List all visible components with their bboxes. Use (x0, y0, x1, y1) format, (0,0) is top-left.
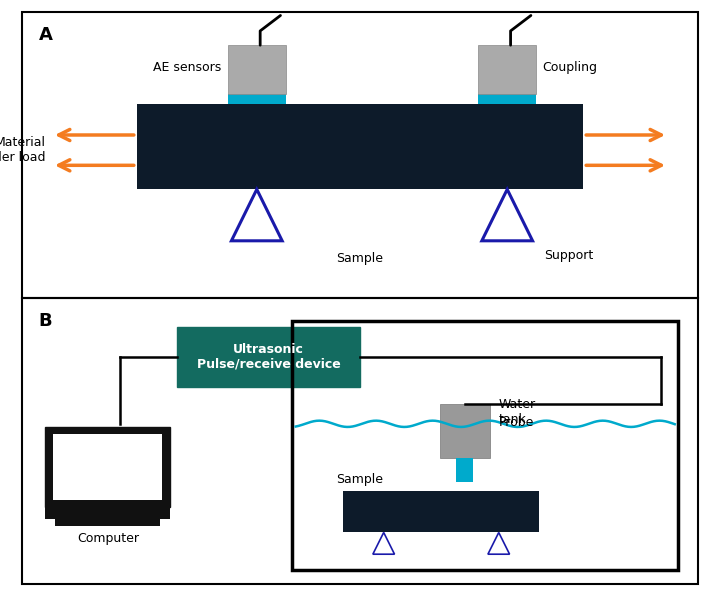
Text: AE sensors: AE sensors (153, 61, 221, 73)
Text: Ultrasonic
Pulse/receive device: Ultrasonic Pulse/receive device (197, 343, 341, 371)
Bar (53, 433, 163, 500)
Polygon shape (373, 533, 395, 554)
Bar (137, 104, 583, 189)
Polygon shape (482, 189, 533, 241)
Bar (478, 94, 536, 104)
Bar (456, 458, 473, 482)
Bar (45, 507, 171, 520)
Bar (343, 491, 539, 533)
Bar (439, 404, 490, 458)
Bar (228, 94, 286, 104)
Text: Computer: Computer (77, 532, 139, 545)
Polygon shape (231, 189, 282, 241)
Bar (292, 321, 678, 569)
Text: Support: Support (544, 249, 594, 262)
Text: Sample: Sample (336, 473, 383, 486)
Bar (228, 45, 286, 94)
Text: Material
under load: Material under load (0, 136, 45, 164)
Text: Sample: Sample (336, 252, 384, 265)
Text: Water
tank: Water tank (498, 399, 536, 426)
Text: A: A (39, 26, 53, 45)
Bar (45, 427, 171, 507)
Bar (478, 45, 536, 94)
Bar (55, 520, 161, 526)
Text: Probe: Probe (498, 417, 534, 429)
Text: B: B (39, 312, 52, 330)
Text: Coupling: Coupling (543, 61, 598, 73)
Bar (177, 326, 360, 386)
Polygon shape (488, 533, 510, 554)
